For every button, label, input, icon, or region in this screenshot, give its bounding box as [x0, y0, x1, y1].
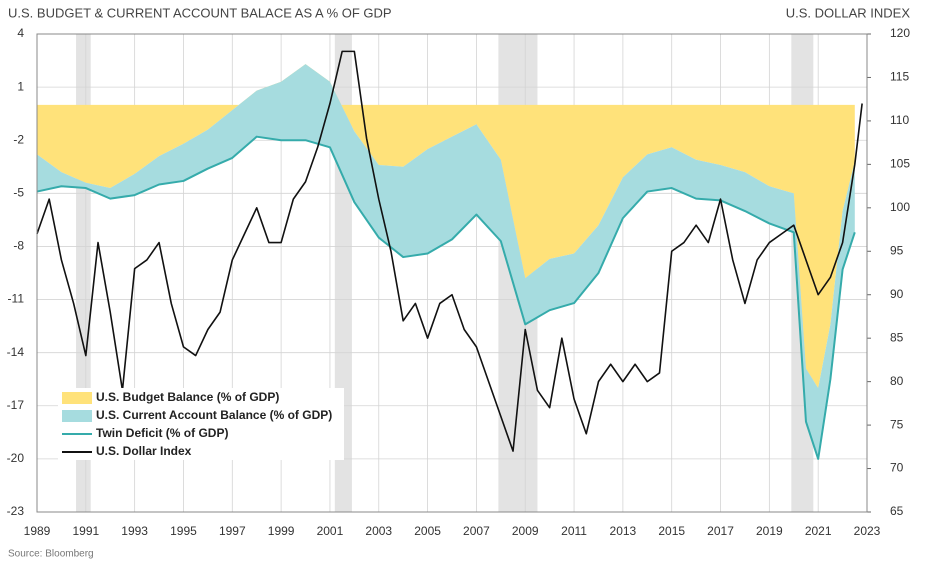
x-tick-label: 2005	[414, 524, 441, 538]
chart-title: U.S. BUDGET & CURRENT ACCOUNT BALACE AS …	[8, 5, 392, 20]
x-tick-label: 2003	[365, 524, 392, 538]
y-tick-label: -20	[7, 451, 25, 465]
y2-tick-label: 95	[890, 243, 904, 257]
y2-tick-label: 85	[890, 330, 904, 344]
x-tick-label: 2021	[805, 524, 832, 538]
legend-label: U.S. Dollar Index	[96, 444, 192, 458]
x-tick-label: 1991	[72, 524, 99, 538]
x-tick-label: 1999	[268, 524, 295, 538]
x-tick-label: 2017	[707, 524, 734, 538]
area	[37, 64, 855, 459]
y2-tick-label: 120	[890, 26, 910, 40]
legend-label: U.S. Budget Balance (% of GDP)	[96, 390, 279, 404]
line	[36, 135, 856, 460]
legend-label: U.S. Current Account Balance (% of GDP)	[96, 408, 332, 422]
plot-frame	[36, 33, 868, 513]
y2-tick-label: 90	[890, 287, 904, 301]
legend-swatch	[62, 410, 92, 422]
y2-tick-label: 65	[890, 504, 904, 518]
x-tick-label: 2011	[561, 524, 587, 538]
x-tick-label: 2001	[317, 524, 344, 538]
y-tick-label: 1	[17, 79, 24, 93]
y2-tick-label: 105	[890, 157, 910, 171]
y-tick-label: -14	[7, 345, 25, 359]
x-tick-label: 1989	[24, 524, 51, 538]
y2-axis-title: U.S. DOLLAR INDEX	[786, 5, 911, 20]
area	[37, 64, 855, 389]
y2-tick-label: 115	[890, 70, 909, 84]
y-tick-label: -17	[7, 398, 25, 412]
x-tick-label: 2015	[658, 524, 685, 538]
x-tick-label: 2013	[610, 524, 637, 538]
x-tick-label: 2009	[512, 524, 539, 538]
y-tick-label: -11	[8, 292, 25, 306]
y2-tick-label: 110	[890, 113, 909, 127]
y2-tick-label: 100	[890, 200, 910, 214]
y-tick-label: -23	[7, 504, 25, 518]
y2-tick-label: 75	[890, 417, 904, 431]
y-tick-label: 4	[17, 26, 24, 40]
legend-swatch	[62, 392, 92, 404]
y2-tick-label: 80	[890, 374, 904, 388]
x-tick-label: 1995	[170, 524, 197, 538]
legend-label: Twin Deficit (% of GDP)	[96, 426, 228, 440]
legend: U.S. Budget Balance (% of GDP) U.S. Curre…	[58, 388, 344, 460]
source-note: Source: Bloomberg	[8, 549, 94, 560]
x-tick-label: 2019	[756, 524, 783, 538]
y-tick-label: -2	[13, 132, 24, 146]
x-tick-label: 2023	[854, 524, 881, 538]
line	[36, 50, 863, 452]
y2-tick-label: 70	[890, 461, 904, 475]
x-tick-label: 2007	[463, 524, 490, 538]
x-tick-label: 1993	[121, 524, 148, 538]
legend-box	[58, 388, 344, 460]
y-tick-label: -5	[13, 186, 24, 200]
x-tick-label: 1997	[219, 524, 246, 538]
y-tick-label: -8	[13, 239, 24, 253]
